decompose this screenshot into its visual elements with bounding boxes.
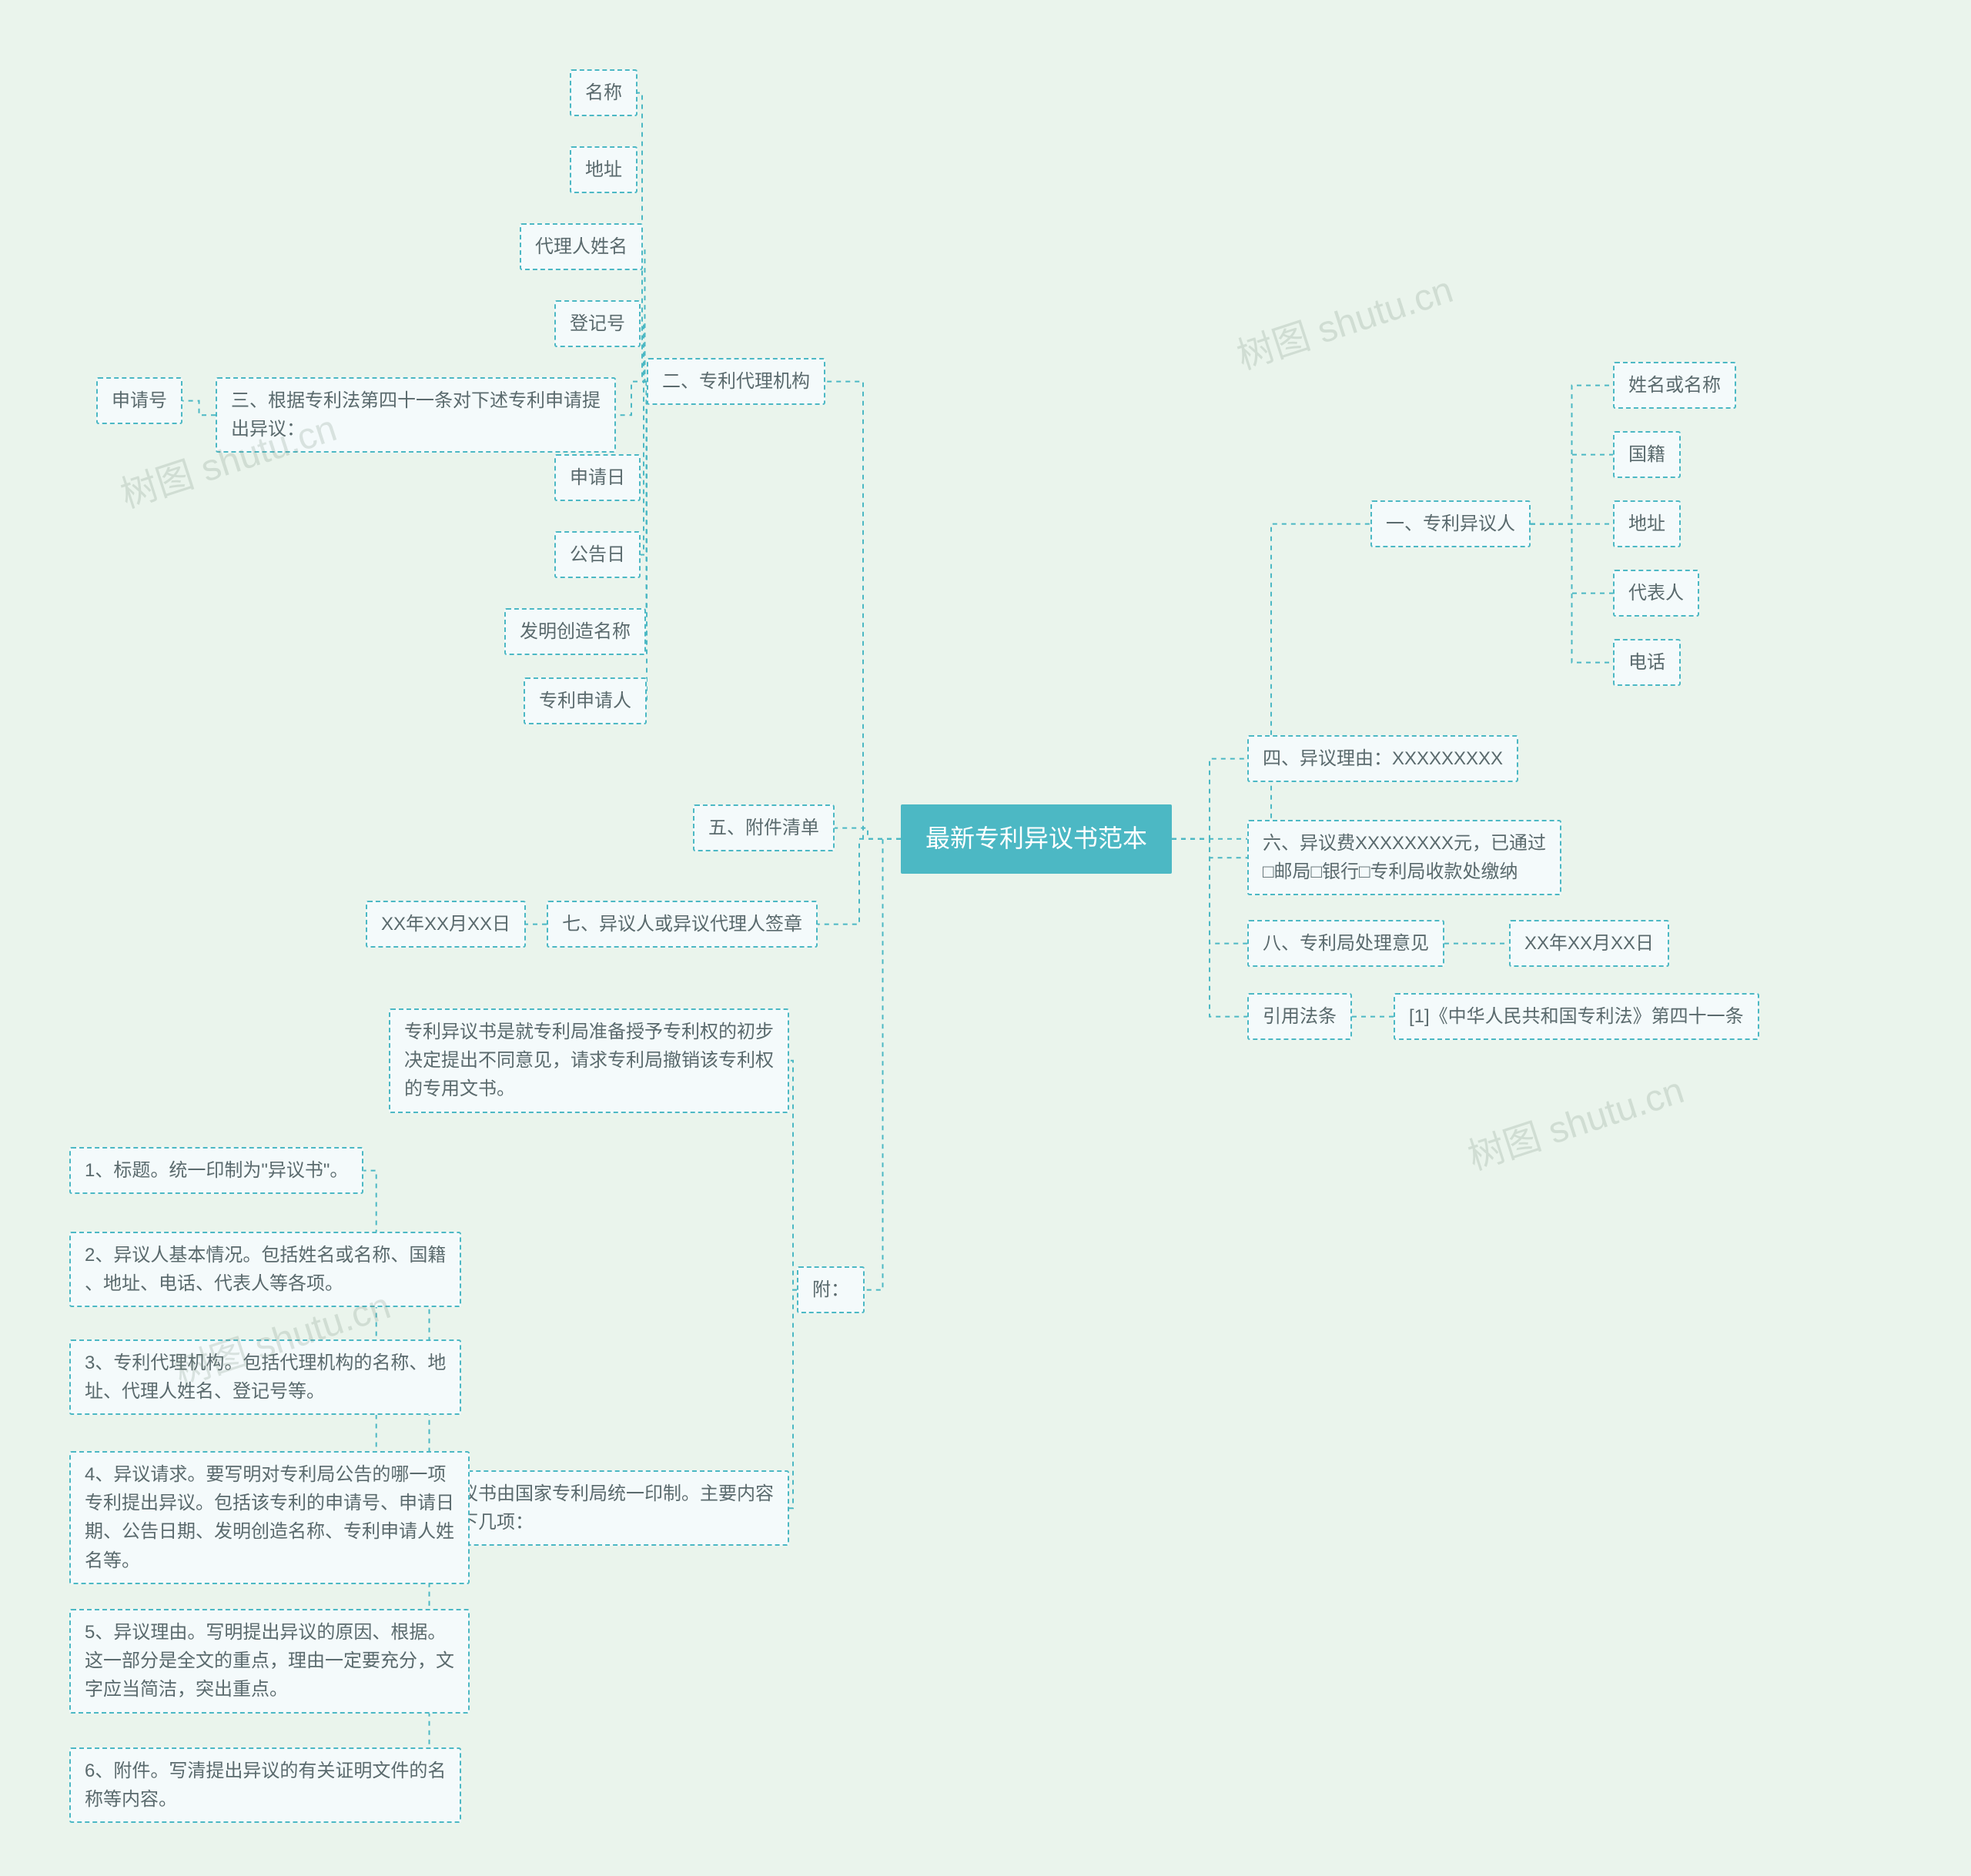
connector <box>825 382 901 839</box>
mindmap-node[interactable]: 三、根据专利法第四十一条对下述专利申请提出异议： <box>216 377 616 453</box>
connector <box>646 382 647 632</box>
connector <box>616 382 647 416</box>
mindmap-node[interactable]: 登记号 <box>554 300 641 347</box>
mindmap-node[interactable]: 六、异议费XXXXXXXX元，已通过□邮局□银行□专利局收款处缴纳 <box>1247 820 1561 895</box>
mindmap-node[interactable]: 公告日 <box>554 531 641 578</box>
connector <box>1172 839 1247 944</box>
mindmap-node[interactable]: 代理人姓名 <box>520 223 643 270</box>
connector <box>835 828 901 839</box>
root-node[interactable]: 最新专利异议书范本 <box>901 804 1172 874</box>
connector <box>1531 386 1613 524</box>
connector <box>1531 524 1613 663</box>
mindmap-node[interactable]: 引用法条 <box>1247 993 1352 1040</box>
mindmap-node[interactable]: 1、标题。统一印制为"异议书"。 <box>69 1147 363 1194</box>
mindmap-node[interactable]: 地址 <box>570 146 637 193</box>
mindmap-node[interactable]: 国籍 <box>1613 431 1681 478</box>
connector <box>641 382 647 555</box>
mindmap-node[interactable]: 七、异议人或异议代理人签章 <box>547 901 818 948</box>
mindmap-node[interactable]: 发明创造名称 <box>504 608 646 655</box>
connector <box>1531 524 1613 594</box>
mindmap-node[interactable]: 专利申请人 <box>524 677 647 724</box>
mindmap-node[interactable]: 申请日 <box>554 454 641 501</box>
mindmap-node[interactable]: 6、附件。写清提出异议的有关证明文件的名称等内容。 <box>69 1747 461 1823</box>
connector <box>182 401 216 416</box>
mindmap-node[interactable]: 二、专利代理机构 <box>647 358 825 405</box>
connector <box>789 1290 797 1509</box>
mindmap-node[interactable]: 4、异议请求。要写明对专利局公告的哪一项专利提出异议。包括该专利的申请号、申请日… <box>69 1451 470 1584</box>
connectors-layer <box>0 0 1971 1876</box>
connector <box>865 839 901 1290</box>
mindmap-node[interactable]: 一、专利异议人 <box>1370 500 1531 547</box>
mindmap-node[interactable]: 姓名或名称 <box>1613 362 1736 409</box>
mindmap-node[interactable]: XX年XX月XX日 <box>366 901 526 948</box>
mindmap-node[interactable]: 四、异议理由：XXXXXXXXX <box>1247 735 1518 782</box>
mindmap-node[interactable]: 专利异议书是就专利局准备授予专利权的初步决定提出不同意见，请求专利局撤销该专利权… <box>389 1008 789 1113</box>
mindmap-node[interactable]: 八、专利局处理意见 <box>1247 920 1444 967</box>
connector <box>818 839 901 925</box>
mindmap-node[interactable]: 申请号 <box>96 377 182 424</box>
mindmap-node[interactable]: 2、异议人基本情况。包括姓名或名称、国籍、地址、电话、代表人等各项。 <box>69 1232 461 1307</box>
mindmap-node[interactable]: 地址 <box>1613 500 1681 547</box>
mindmap-node[interactable]: 五、附件清单 <box>693 804 835 851</box>
connector <box>789 1061 797 1290</box>
connector <box>637 170 647 382</box>
mindmap-node[interactable]: XX年XX月XX日 <box>1509 920 1669 967</box>
mindmap-node[interactable]: [1]《中华人民共和国专利法》第四十一条 <box>1394 993 1759 1040</box>
connector <box>1172 839 1247 1017</box>
mindmap-node[interactable]: 名称 <box>570 69 637 116</box>
connector <box>641 324 647 382</box>
connector <box>1172 839 1247 858</box>
watermark: 树图 shutu.cn <box>1229 259 1458 380</box>
watermark: 树图 shutu.cn <box>1460 1060 1689 1180</box>
mindmap-node[interactable]: 电话 <box>1613 639 1681 686</box>
connector <box>1172 759 1247 839</box>
mindmap-node[interactable]: 5、异议理由。写明提出异议的原因、根据。这一部分是全文的重点，理由一定要充分，文… <box>69 1609 470 1714</box>
mindmap-node[interactable]: 代表人 <box>1613 570 1699 617</box>
mindmap-node[interactable]: 3、专利代理机构。包括代理机构的名称、地址、代理人姓名、登记号等。 <box>69 1339 461 1415</box>
connector <box>641 382 647 478</box>
connector <box>1172 524 1370 839</box>
connector <box>1531 455 1613 524</box>
mindmap-node[interactable]: 附： <box>797 1266 865 1313</box>
